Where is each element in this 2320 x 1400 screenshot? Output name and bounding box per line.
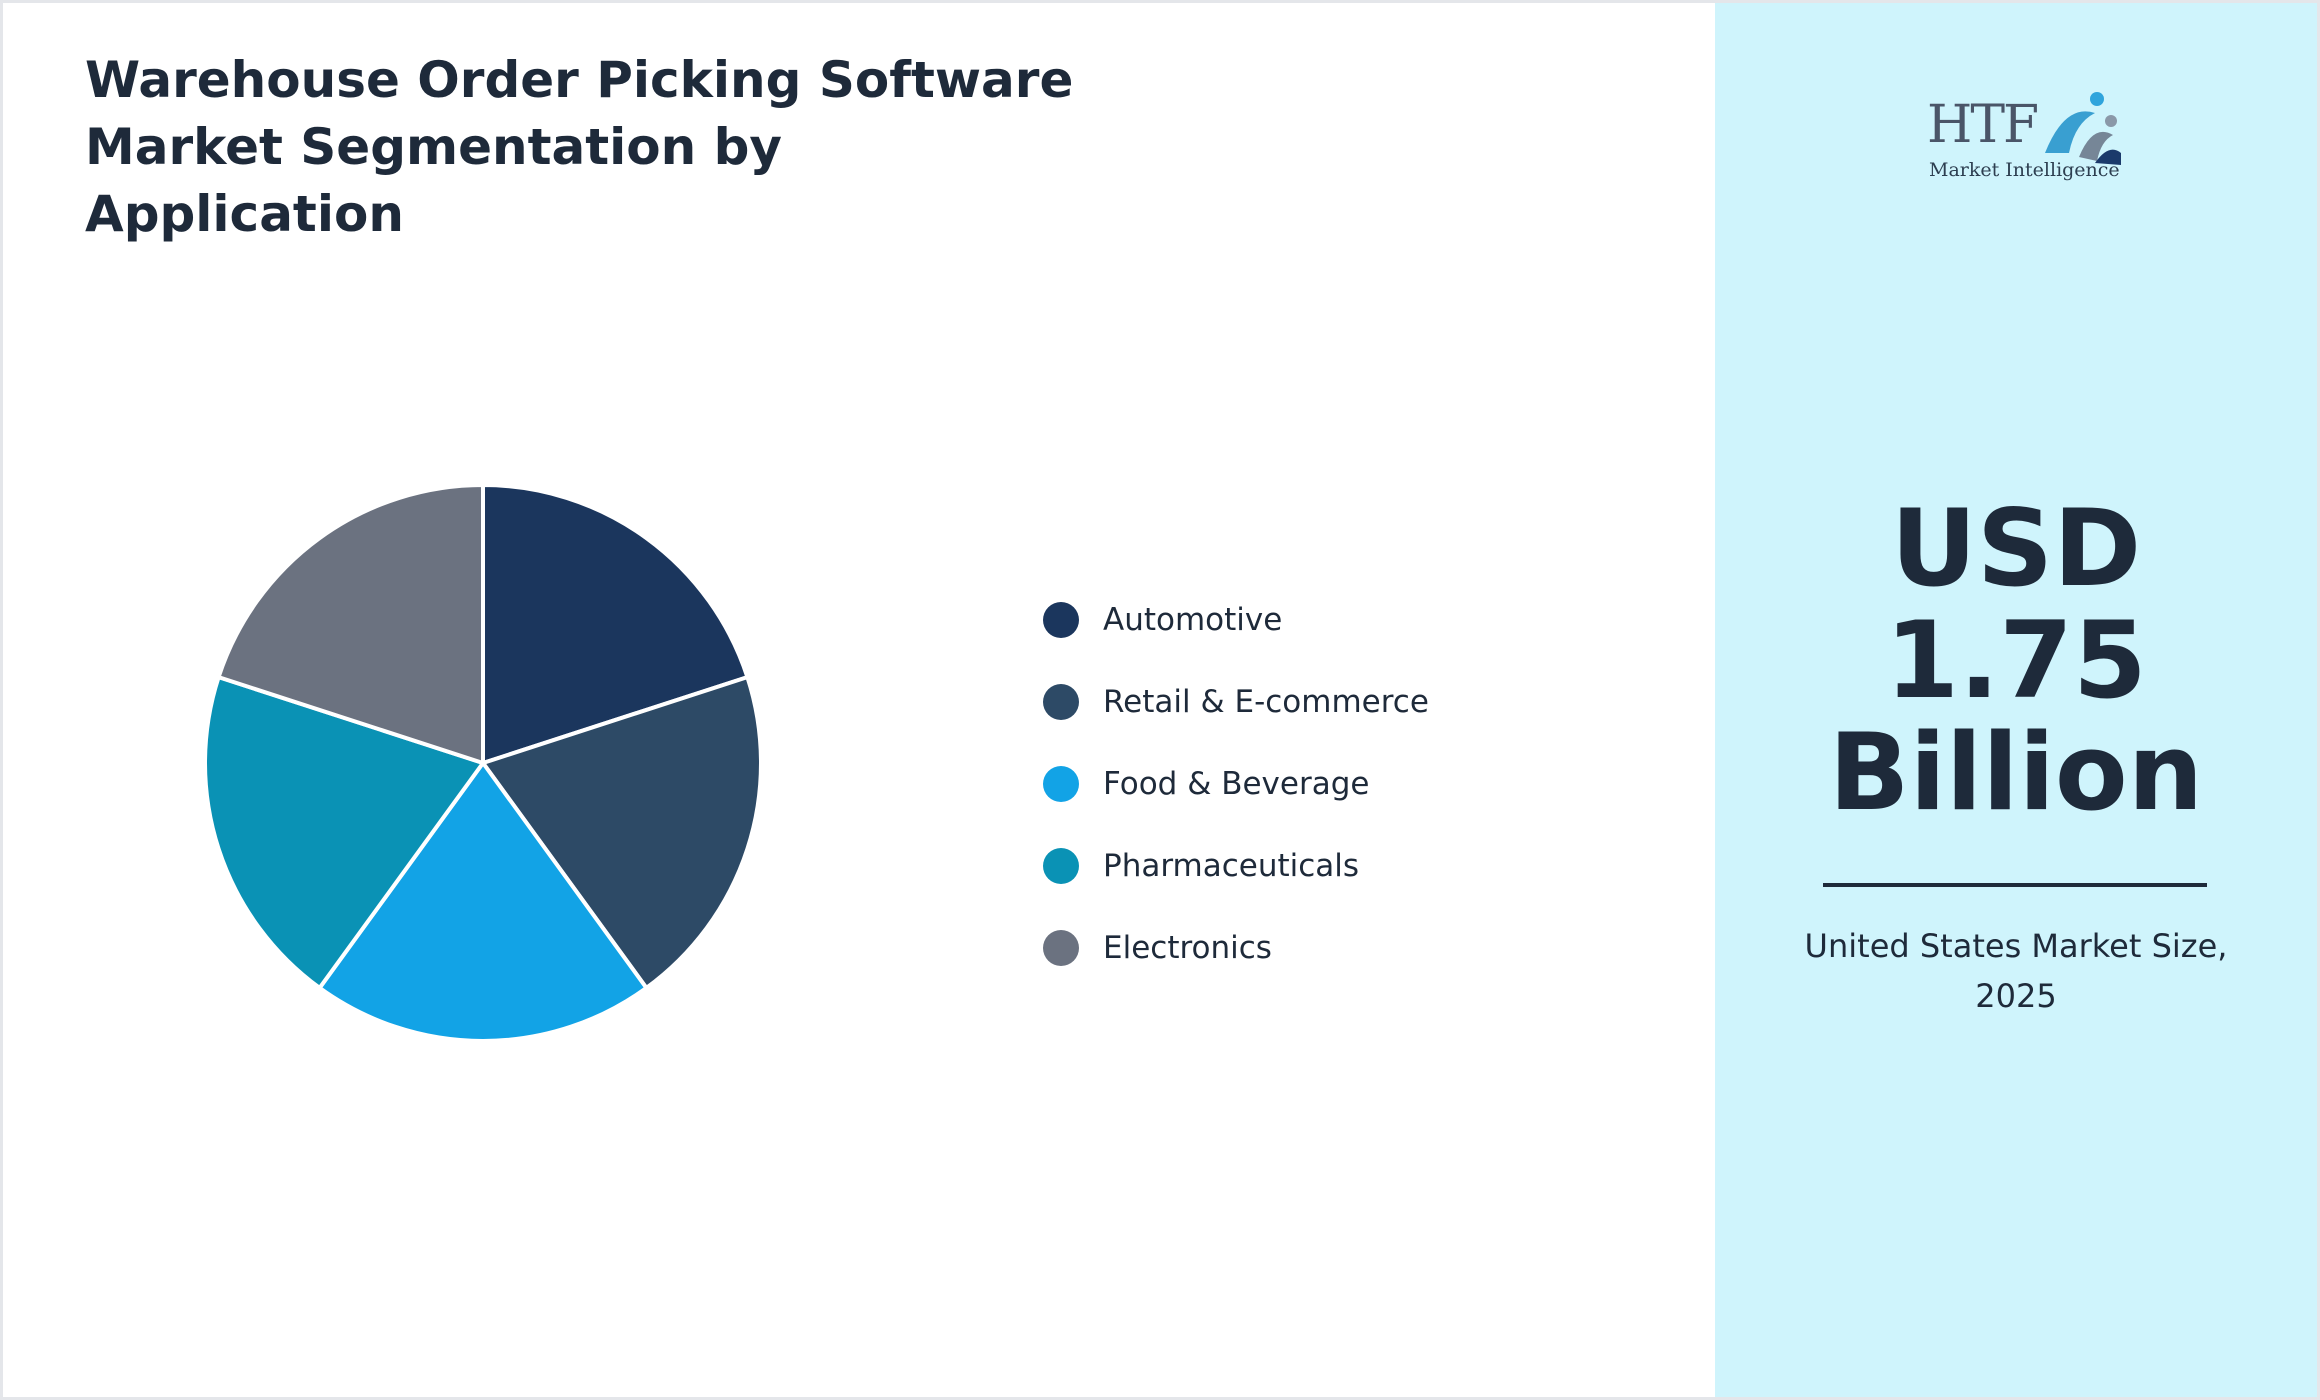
- pie-slice-automotive: [481, 483, 750, 765]
- legend-label: Retail & E-commerce: [1103, 684, 1429, 720]
- legend-item-retail-e-commerce: Retail & E-commerce: [1043, 661, 1543, 743]
- chart-title-line-1: Warehouse Order Picking Software: [85, 51, 1074, 109]
- legend-item-food-beverage: Food & Beverage: [1043, 743, 1543, 825]
- chart-title: Warehouse Order Picking Software Market …: [85, 47, 1085, 248]
- market-caption-line-2: 2025: [1975, 977, 2057, 1015]
- pie-slice-retail-e-commerce: [481, 675, 763, 990]
- legend-swatch: [1043, 684, 1079, 720]
- chart-title-line-3: Application: [85, 185, 404, 243]
- legend-label: Electronics: [1103, 930, 1272, 966]
- chart-panel: Warehouse Order Picking Software Market …: [3, 3, 1715, 1397]
- legend-swatch: [1043, 930, 1079, 966]
- divider: [1823, 883, 2207, 887]
- legend-swatch: [1043, 766, 1079, 802]
- pie-slice-food-beverage: [317, 761, 649, 1043]
- pie-slice-electronics: [216, 483, 485, 765]
- market-value: USD 1.75 Billion: [1715, 493, 2317, 829]
- market-size-panel: HTF Market Intelligence USD 1.75 Billion…: [1715, 3, 2317, 1397]
- legend-label: Pharmaceuticals: [1103, 848, 1360, 884]
- legend-item-electronics: Electronics: [1043, 907, 1543, 989]
- chart-title-line-2: Market Segmentation by: [85, 118, 783, 176]
- pie-chart: [203, 483, 763, 1043]
- logo-figures-icon: [2045, 92, 2121, 165]
- market-caption-line-1: United States Market Size,: [1804, 927, 2228, 965]
- market-value-currency: USD: [1890, 487, 2142, 610]
- legend-label: Automotive: [1103, 602, 1283, 638]
- market-value-unit: Billion: [1828, 711, 2204, 834]
- market-value-number: 1.75: [1885, 599, 2147, 722]
- legend-swatch: [1043, 602, 1079, 638]
- chart-legend: Automotive Retail & E-commerce Food & Beve…: [1043, 579, 1543, 989]
- legend-item-automotive: Automotive: [1043, 579, 1543, 661]
- legend-label: Food & Beverage: [1103, 766, 1370, 802]
- legend-swatch: [1043, 848, 1079, 884]
- logo-subtitle: Market Intelligence: [1929, 159, 2120, 181]
- legend-item-pharmaceuticals: Pharmaceuticals: [1043, 825, 1543, 907]
- market-caption: United States Market Size, 2025: [1715, 921, 2317, 1021]
- pie-slice-pharmaceuticals: [203, 675, 485, 990]
- htf-logo: HTF Market Intelligence: [1925, 75, 2125, 195]
- logo-letters: HTF: [1927, 95, 2039, 155]
